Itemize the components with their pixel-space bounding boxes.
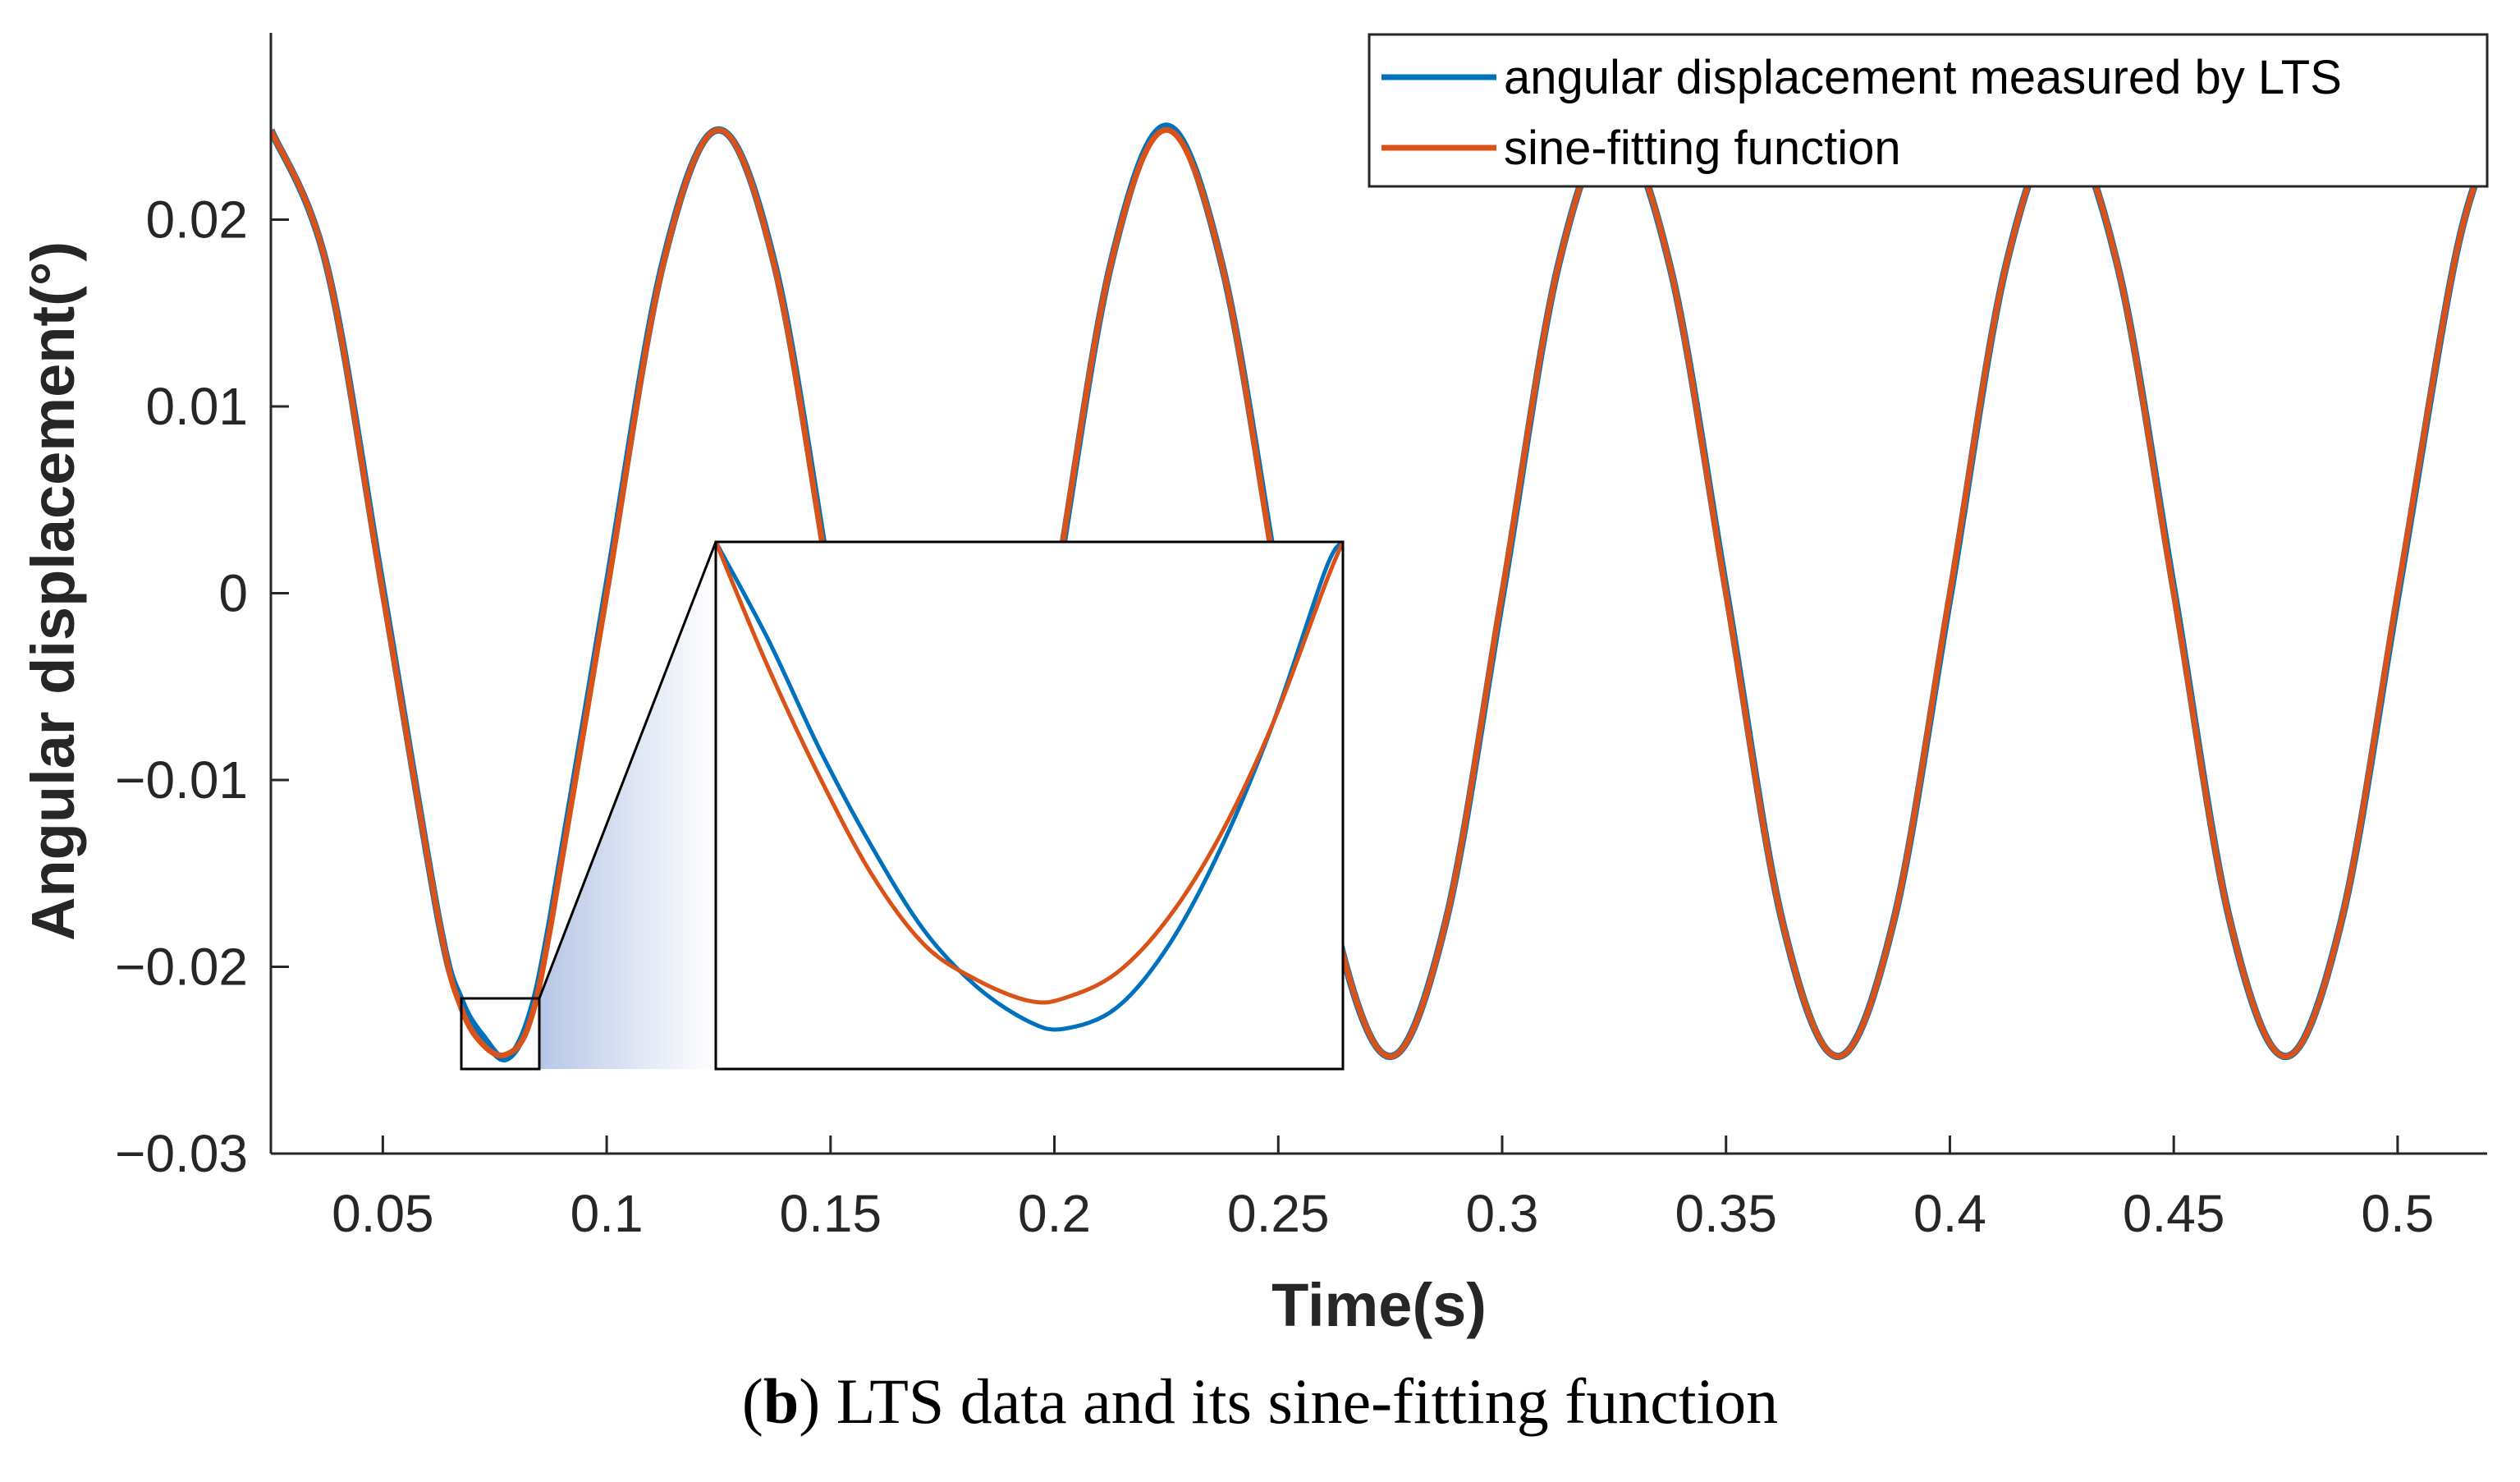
x-tick-label: 0.2 (1018, 1184, 1091, 1243)
zoom-inset-frame (714, 540, 1345, 1071)
zoom-callout (460, 540, 1345, 1071)
zoom-connector-shade (539, 542, 716, 1069)
x-tick-label: 0.15 (780, 1184, 882, 1243)
x-tick-label: 0.45 (2123, 1184, 2225, 1243)
y-tick-label: 0.01 (145, 377, 248, 436)
legend-label-fit: sine-fitting function (1504, 122, 1901, 175)
caption-letter: b (763, 1365, 800, 1437)
caption-text: LTS data and its sine-fitting function (836, 1365, 1779, 1437)
y-tick-label: 0.02 (145, 190, 248, 250)
x-tick-label: 0.35 (1675, 1184, 1777, 1243)
zoom-source-box (460, 997, 541, 1071)
x-tick-label: 0.5 (2361, 1184, 2434, 1243)
x-tick-label: 0.3 (1466, 1184, 1539, 1243)
legend: angular displacement measured by LTS sin… (1368, 33, 2489, 188)
y-tick-label: 0 (218, 564, 248, 623)
legend-label-lts: angular displacement measured by LTS (1504, 51, 2342, 104)
y-tick-label: −0.03 (115, 1124, 248, 1183)
x-tick-label: 0.25 (1227, 1184, 1330, 1243)
y-axis-title: Angular displacement(°) (19, 241, 87, 941)
legend-box (1368, 33, 2489, 188)
zoom-connector-line (538, 541, 717, 999)
y-tick-label: −0.01 (115, 750, 248, 810)
inset-line-fit (716, 542, 1343, 1005)
figure-caption: (b) LTS data and its sine-fitting functi… (741, 1365, 1779, 1437)
zoom-inset-border (714, 540, 1345, 1071)
x-axis-title: Time(s) (1271, 1271, 1487, 1339)
axes: 0.05 0.1 0.15 0.2 0.25 0.3 0.35 0.4 0.45 0.5 −0.0… (115, 33, 2487, 1243)
x-tick-label: 0.1 (570, 1184, 644, 1243)
y-tick-label: −0.02 (115, 938, 248, 997)
x-tick-label: 0.4 (1913, 1184, 1986, 1243)
x-tick-label: 0.05 (332, 1184, 434, 1243)
